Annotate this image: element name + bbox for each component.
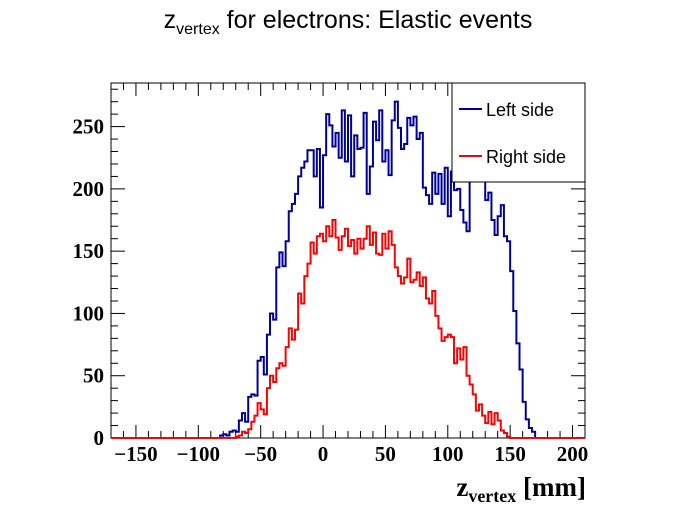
- chart-title-rest: for electrons: Elastic events: [220, 6, 533, 34]
- legend-box: [451, 82, 586, 183]
- chart-title: zvertex for electrons: Elastic events: [164, 6, 533, 38]
- x-tick-label: −150: [114, 442, 157, 466]
- chart-title-main: z: [164, 6, 177, 34]
- series-line-right-side: [111, 219, 585, 439]
- y-tick-label: 150: [73, 239, 105, 263]
- x-tick-label: 0: [318, 442, 329, 466]
- x-axis-title-sub: vertex: [468, 486, 516, 506]
- x-axis-title-rest: [mm]: [516, 472, 586, 502]
- legend-label-left-side: Left side: [486, 100, 554, 120]
- y-axis-tick-labels: 0 50 100 150 200 250: [73, 115, 105, 450]
- series-layer: [111, 100, 585, 439]
- y-tick-label: 250: [73, 115, 105, 139]
- x-tick-label: 150: [494, 442, 526, 466]
- y-tick-label: 200: [73, 177, 105, 201]
- legend-label-right-side: Right side: [486, 147, 566, 167]
- x-tick-label: 200: [557, 442, 589, 466]
- x-tick-label: 100: [432, 442, 464, 466]
- legend: Left side Right side: [451, 82, 586, 183]
- chart-title-sub: vertex: [176, 21, 220, 38]
- x-tick-label: −100: [177, 442, 220, 466]
- y-tick-label: 50: [83, 364, 104, 388]
- x-tick-label: −50: [244, 442, 277, 466]
- x-axis-tick-labels: −150 −100 −50 0 50 100 150 200: [114, 442, 588, 466]
- y-tick-label: 100: [73, 301, 105, 325]
- x-axis-title-main: z: [456, 472, 468, 502]
- x-axis-title: zvertex [mm]: [456, 472, 586, 506]
- x-tick-label: 50: [375, 442, 396, 466]
- y-tick-label: 0: [94, 426, 105, 450]
- series-line-left-side: [111, 100, 585, 439]
